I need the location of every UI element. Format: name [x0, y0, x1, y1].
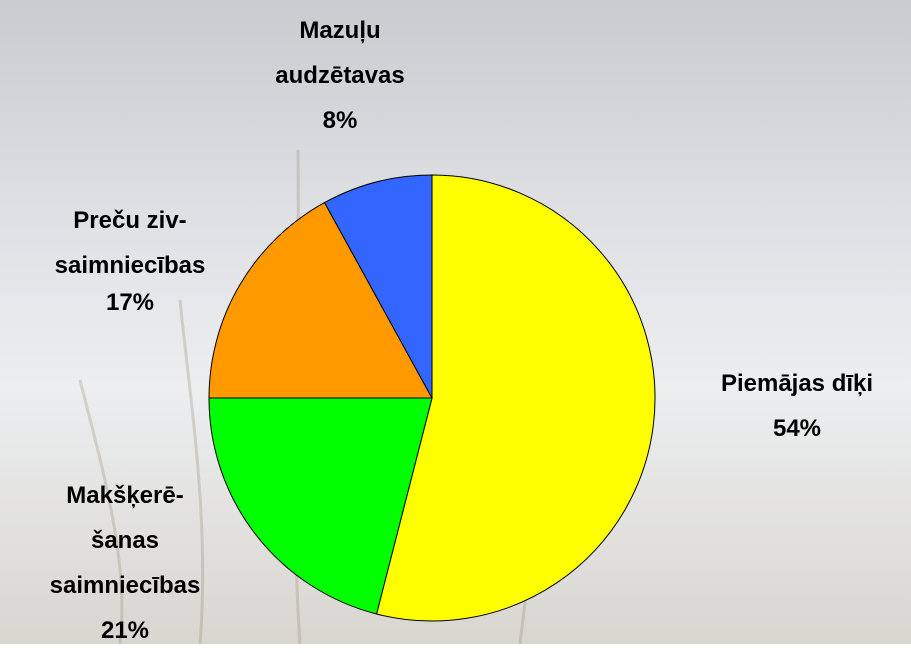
value-label: 8% [210, 98, 470, 143]
slice-label: Makšķerē- šanas saimniecības [0, 473, 255, 608]
value-label: 17% [0, 280, 260, 325]
value-label: 54% [667, 406, 911, 451]
page: Piemājas dīķi54% Makšķerē- šanas saimniec… [0, 0, 911, 644]
value-label: 21% [0, 608, 255, 653]
slice-label: Piemājas dīķi [667, 361, 911, 406]
slice-label: Mazuļu audzētavas [210, 8, 470, 98]
slice-label: Preču ziv- saimniecības [0, 198, 260, 288]
